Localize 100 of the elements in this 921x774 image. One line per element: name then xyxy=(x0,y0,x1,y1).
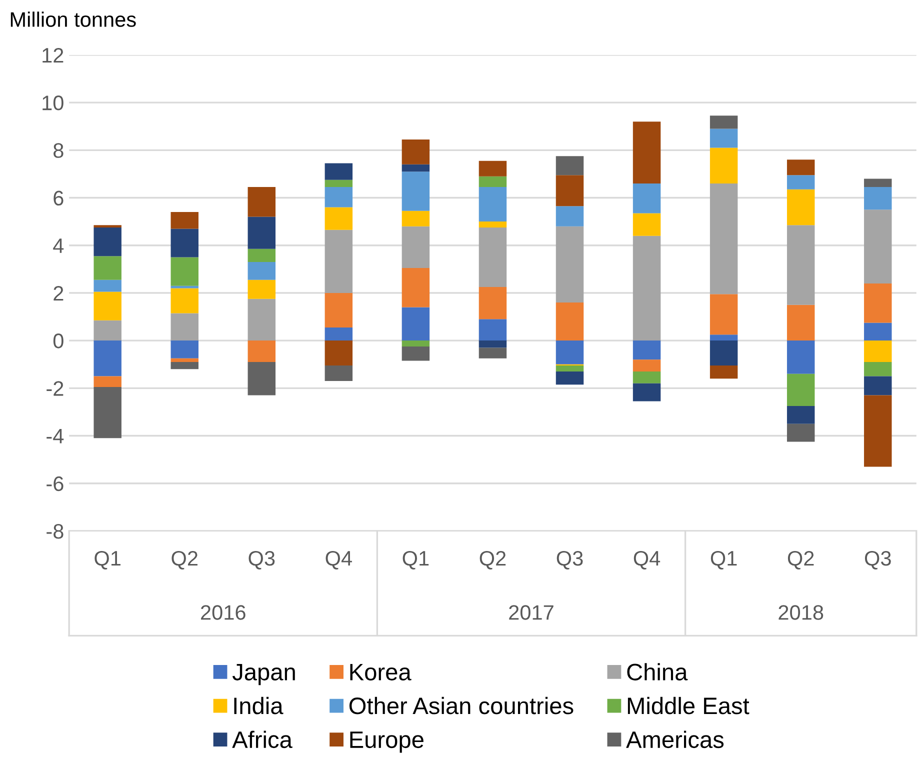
bar xyxy=(864,210,892,284)
bar xyxy=(402,226,430,268)
bar xyxy=(478,287,507,320)
bar xyxy=(402,164,430,172)
bar xyxy=(632,122,661,184)
bar xyxy=(478,176,507,188)
bar xyxy=(556,175,584,206)
y-tick-label: -8 xyxy=(46,524,64,539)
bar xyxy=(170,288,198,314)
text: 2017 xyxy=(509,605,554,620)
legend-label: Americas xyxy=(626,730,724,748)
bar xyxy=(248,248,276,262)
bar xyxy=(248,298,276,341)
bar xyxy=(94,376,122,387)
bar xyxy=(94,292,122,320)
bar xyxy=(170,340,198,358)
text: 2016 xyxy=(201,605,246,620)
bar xyxy=(710,128,738,148)
legend-label: Middle East xyxy=(628,696,750,714)
bar xyxy=(632,360,661,372)
bar xyxy=(710,294,738,335)
legend-label: Japan xyxy=(232,664,295,686)
bar xyxy=(786,374,815,406)
x-tick-label: Q1 xyxy=(94,550,120,570)
bar xyxy=(710,340,738,366)
bar xyxy=(710,148,738,184)
bar xyxy=(94,228,122,256)
bar xyxy=(248,187,276,217)
bar xyxy=(170,228,198,258)
bar xyxy=(170,362,198,370)
bar xyxy=(556,372,584,385)
bar xyxy=(402,307,430,341)
bar xyxy=(324,230,353,293)
bar xyxy=(632,183,661,214)
bar xyxy=(94,340,122,376)
y-tick-label: 10 xyxy=(42,96,64,110)
bar xyxy=(556,206,584,226)
bar xyxy=(478,228,507,288)
bar xyxy=(632,383,661,402)
bar xyxy=(94,320,122,341)
bar xyxy=(248,262,276,280)
bar xyxy=(170,358,198,362)
bar xyxy=(248,340,276,362)
legend-label: India xyxy=(234,696,284,714)
bar xyxy=(632,213,661,236)
bar xyxy=(324,292,353,328)
bar xyxy=(710,116,738,129)
bar xyxy=(632,372,661,384)
x-tick-label: Q3 xyxy=(864,550,891,570)
x-tick-label: Q2 xyxy=(172,550,198,570)
bar xyxy=(864,187,892,210)
legend-label: Korea xyxy=(350,664,412,680)
bar xyxy=(324,207,353,230)
bar xyxy=(864,395,892,467)
legend-label: Africa xyxy=(232,730,292,748)
bar xyxy=(556,302,584,341)
bar xyxy=(170,257,198,286)
bar xyxy=(786,304,815,341)
bar xyxy=(478,348,507,358)
bar xyxy=(248,362,276,396)
bar xyxy=(324,327,353,341)
bar xyxy=(786,189,815,226)
x-tick-label: Q1 xyxy=(402,550,429,570)
bar xyxy=(864,376,892,396)
bar xyxy=(402,268,430,308)
bar xyxy=(324,180,353,188)
bar xyxy=(478,160,507,176)
bar xyxy=(710,334,738,341)
bar xyxy=(478,340,507,348)
bar xyxy=(786,160,815,176)
bar xyxy=(402,346,430,361)
bar xyxy=(324,187,353,208)
x-tick-label: Q3 xyxy=(556,550,583,570)
bar xyxy=(864,322,892,341)
x-tick-label: Q4 xyxy=(634,550,660,570)
bar xyxy=(786,175,815,190)
bar xyxy=(324,163,353,180)
bar xyxy=(170,313,198,341)
bar xyxy=(864,283,892,323)
legend-label: China xyxy=(627,663,688,680)
bar xyxy=(402,210,430,226)
y-tick-label: 4 xyxy=(53,238,64,253)
y-tick-label: 8 xyxy=(54,143,64,158)
y-tick-label: -2 xyxy=(46,381,64,396)
bar xyxy=(786,225,815,305)
bar xyxy=(710,183,738,294)
bar xyxy=(170,212,198,229)
y-tick-label: -6 xyxy=(46,476,64,492)
bar xyxy=(248,280,276,299)
y-tick-label: 2 xyxy=(54,286,64,301)
bar xyxy=(864,178,892,188)
bar xyxy=(556,366,584,372)
bar xyxy=(478,222,507,228)
legend-label: Other Asian countries xyxy=(349,696,574,714)
bar xyxy=(94,256,122,280)
x-tick-label: Q4 xyxy=(326,550,352,570)
bar xyxy=(632,340,661,360)
bar xyxy=(324,366,353,382)
bar xyxy=(710,366,738,379)
bar xyxy=(632,236,661,341)
